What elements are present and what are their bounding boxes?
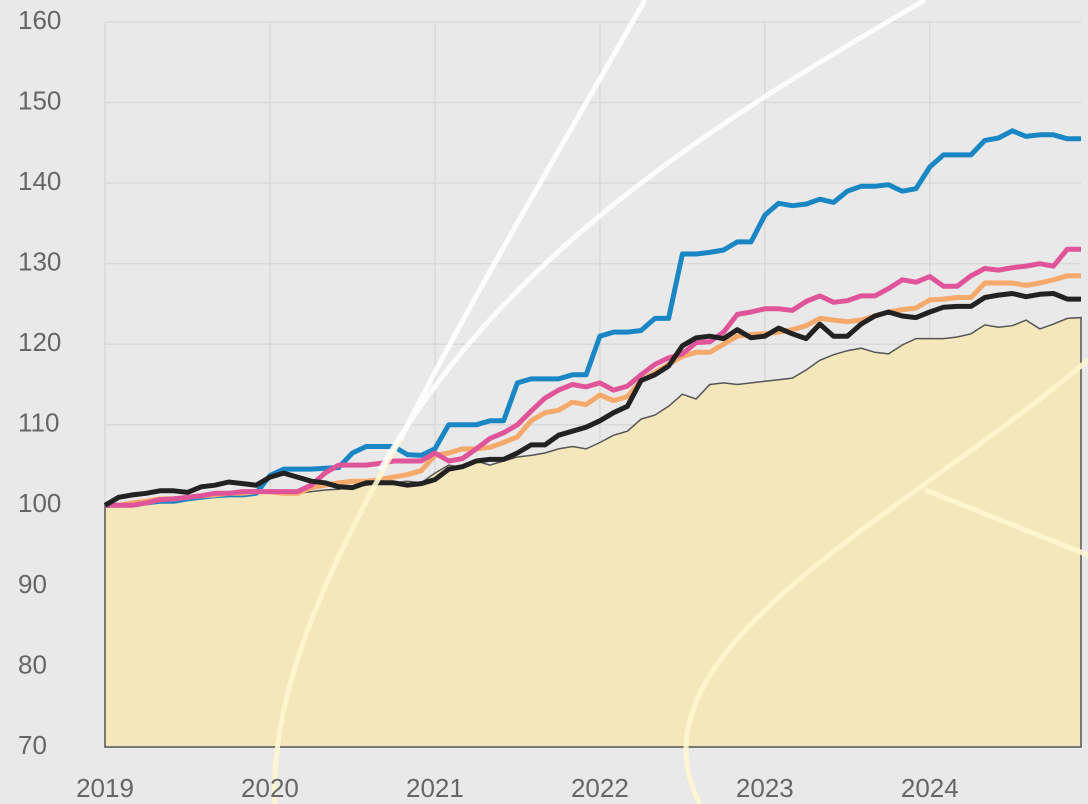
y-tick-label: 70	[18, 730, 47, 760]
x-tick-label: 2019	[76, 773, 134, 803]
x-tick-label: 2022	[571, 773, 629, 803]
y-tick-label: 160	[18, 5, 61, 35]
x-tick-label: 2020	[241, 773, 299, 803]
y-tick-label: 140	[18, 166, 61, 196]
x-tick-label: 2021	[406, 773, 464, 803]
y-tick-label: 100	[18, 488, 61, 518]
page: 70 80 90 100 110 120 130 140 150 160 2019 2020 2021 2…	[0, 0, 1088, 804]
y-tick-label: 80	[18, 649, 47, 679]
x-tick-label: 2023	[736, 773, 794, 803]
y-tick-label: 120	[18, 327, 61, 357]
y-tick-label: 90	[18, 569, 47, 599]
chart: 70 80 90 100 110 120 130 140 150 160 2019 2020 2021 2…	[0, 0, 1088, 804]
x-tick-label: 2024	[901, 773, 959, 803]
y-tick-label: 150	[18, 85, 61, 115]
y-tick-label: 130	[18, 247, 61, 277]
y-tick-label: 110	[18, 408, 59, 438]
